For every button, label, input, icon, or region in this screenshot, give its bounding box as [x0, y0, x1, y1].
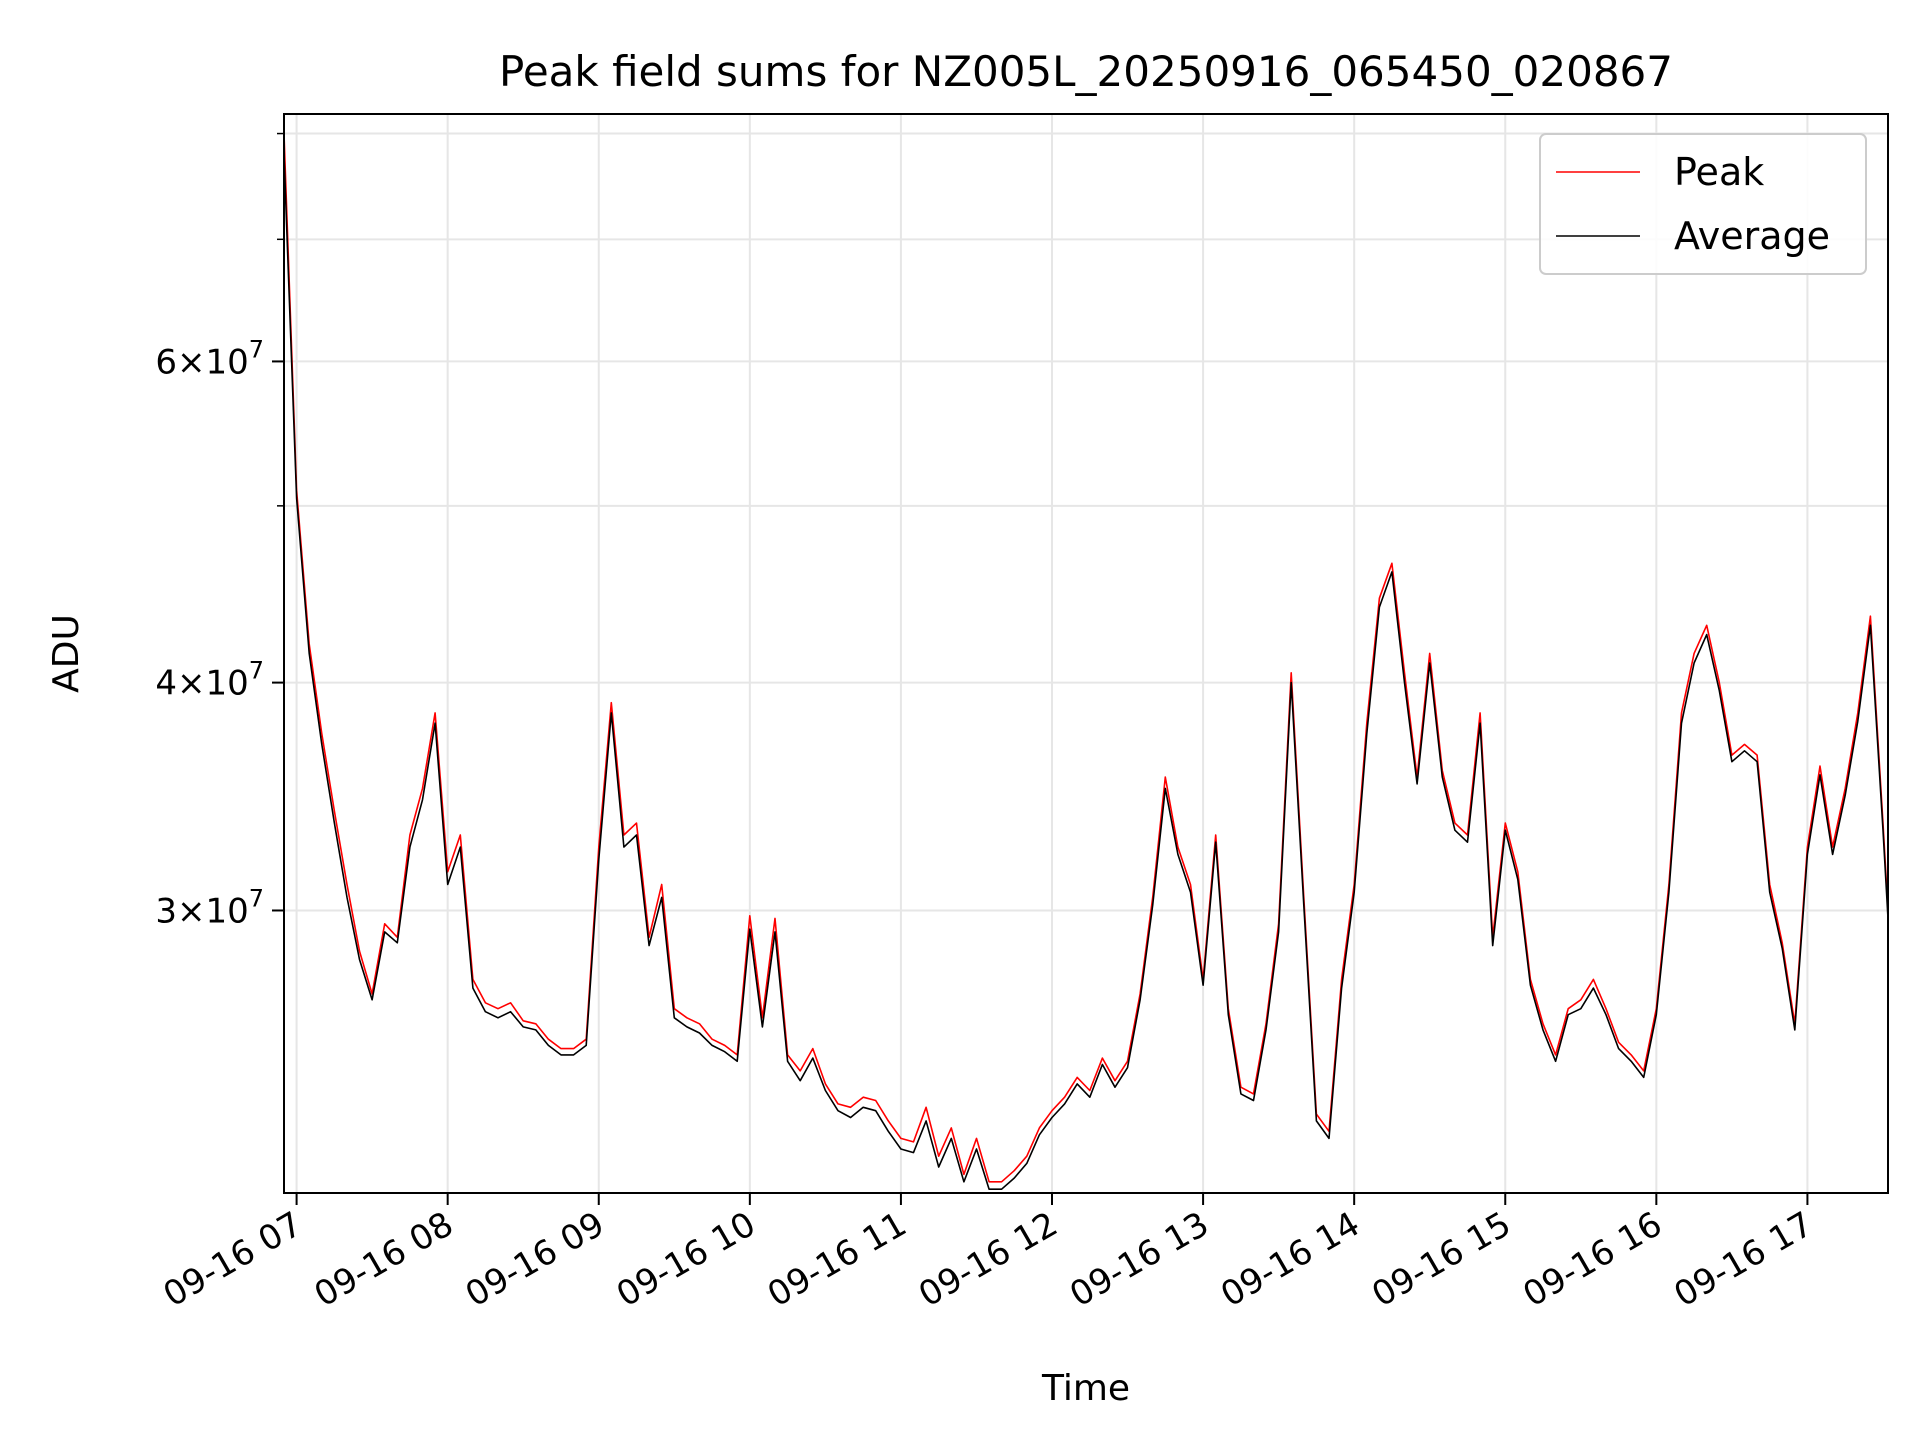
series-line-average: [283, 153, 1889, 1190]
chart-title: Peak field sums for NZ005L_20250916_0654…: [499, 47, 1673, 96]
y-axis-label: ADU: [46, 614, 87, 693]
y-tick-label: 3×107: [155, 884, 264, 931]
axes-frame: [283, 113, 1889, 1194]
x-axis-label: Time: [1041, 1368, 1130, 1409]
y-tick-label: 4×107: [155, 657, 264, 704]
grid-lines: [284, 114, 1888, 1193]
legend-box: [1539, 133, 1867, 275]
series-line-peak: [283, 133, 1889, 1183]
legend-label-peak: Peak: [1674, 150, 1764, 194]
y-tick-label: 6×107: [155, 335, 264, 382]
series-lines: [283, 133, 1889, 1190]
legend: Peak Average: [1539, 133, 1867, 275]
legend-label-average: Average: [1674, 214, 1830, 258]
